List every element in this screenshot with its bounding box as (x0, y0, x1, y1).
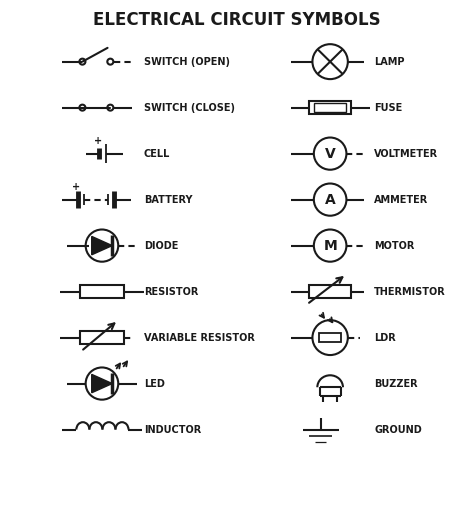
Text: BUZZER: BUZZER (374, 379, 418, 388)
Text: ELECTRICAL CIRCUIT SYMBOLS: ELECTRICAL CIRCUIT SYMBOLS (93, 11, 381, 29)
Text: VARIABLE RESISTOR: VARIABLE RESISTOR (144, 333, 255, 342)
Text: GROUND: GROUND (374, 425, 422, 434)
Text: BATTERY: BATTERY (144, 194, 192, 205)
Bar (314, 104, 346, 112)
Text: INDUCTOR: INDUCTOR (144, 425, 201, 434)
Text: +: + (94, 136, 102, 146)
Polygon shape (91, 236, 112, 255)
Text: LED: LED (144, 379, 165, 388)
Text: M: M (323, 238, 337, 252)
Text: VOLTMETER: VOLTMETER (374, 148, 438, 159)
Bar (309, 285, 351, 298)
Text: RESISTOR: RESISTOR (144, 287, 198, 296)
Text: +: + (72, 182, 80, 192)
Text: CELL: CELL (144, 148, 170, 159)
Text: THERMISTOR: THERMISTOR (374, 287, 446, 296)
Polygon shape (91, 374, 112, 393)
Text: MOTOR: MOTOR (374, 240, 415, 250)
Bar (80, 331, 124, 344)
Text: SWITCH (OPEN): SWITCH (OPEN) (144, 57, 230, 67)
Text: SWITCH (CLOSE): SWITCH (CLOSE) (144, 103, 235, 113)
Text: AMMETER: AMMETER (374, 194, 428, 205)
Bar (309, 101, 351, 114)
Text: V: V (325, 146, 336, 161)
Text: FUSE: FUSE (374, 103, 402, 113)
Text: LAMP: LAMP (374, 57, 405, 67)
Text: LDR: LDR (374, 333, 396, 342)
Bar (319, 333, 341, 342)
Text: DIODE: DIODE (144, 240, 178, 250)
Text: A: A (325, 192, 336, 207)
Bar (80, 285, 124, 298)
